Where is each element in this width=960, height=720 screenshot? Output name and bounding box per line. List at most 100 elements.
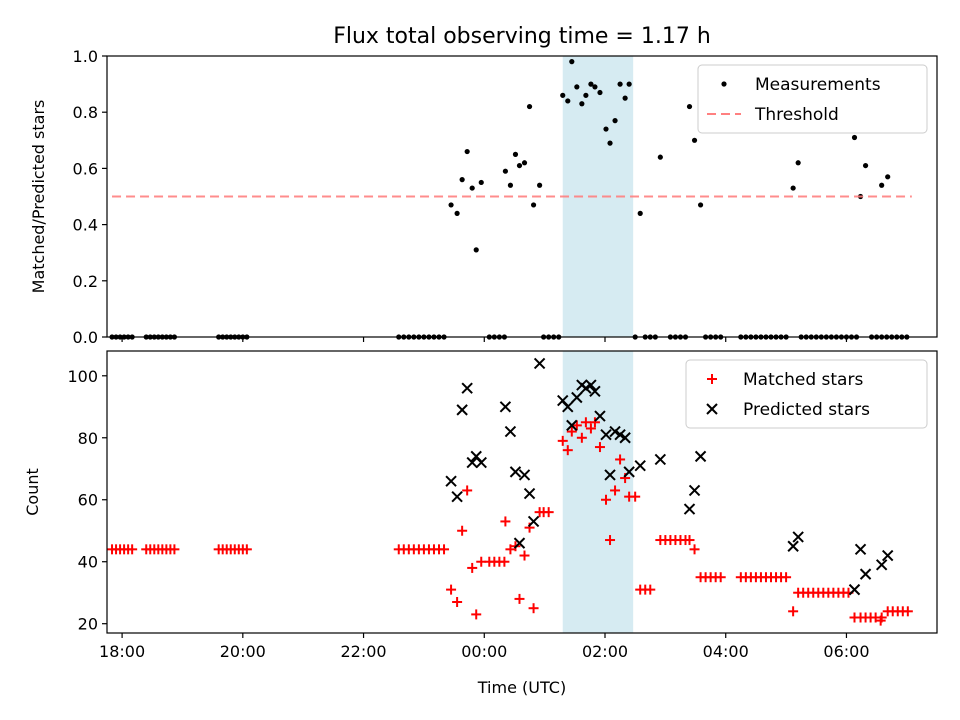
data-point	[609, 425, 621, 438]
data-point	[876, 612, 887, 623]
data-point	[579, 101, 585, 107]
data-point	[686, 103, 693, 110]
data-point	[594, 410, 606, 422]
axes-frame	[106, 350, 938, 634]
data-point	[464, 148, 470, 155]
data-point	[848, 583, 861, 596]
x-tick-label: 18:00	[99, 642, 145, 661]
series-matched-stars	[107, 417, 913, 626]
data-point	[516, 162, 523, 169]
data-point	[461, 382, 473, 394]
data-point	[499, 401, 512, 413]
data-point	[787, 540, 799, 552]
data-point	[507, 182, 514, 188]
data-point	[603, 126, 609, 132]
data-point	[562, 445, 573, 456]
data-point	[601, 494, 612, 505]
data-point	[519, 550, 530, 561]
data-point	[600, 428, 612, 441]
data-point	[127, 544, 138, 555]
data-point	[645, 584, 656, 595]
y-tick-label: 20	[78, 615, 98, 634]
data-point	[588, 81, 594, 87]
data-point	[454, 210, 460, 216]
y-tick-label: 0.8	[73, 103, 98, 122]
x-tick-label: 20:00	[220, 642, 266, 661]
highlight-span	[562, 351, 634, 633]
data-point	[523, 487, 536, 500]
data-point	[589, 385, 601, 397]
legend-box	[697, 64, 928, 134]
data-point	[557, 435, 568, 446]
y-axis-label: Count	[23, 468, 42, 516]
data-point	[592, 84, 598, 90]
data-point	[565, 98, 571, 104]
data-point	[467, 562, 478, 573]
data-point	[637, 210, 643, 216]
legend: Matched stars Predicted stars	[685, 359, 928, 429]
data-point	[854, 543, 867, 556]
y-tick-label: 0.2	[73, 272, 98, 291]
data-point	[851, 134, 858, 141]
data-point	[530, 202, 537, 208]
data-point	[691, 137, 698, 143]
data-point	[580, 382, 592, 394]
data-point	[689, 544, 700, 555]
data-point	[585, 423, 596, 434]
data-point	[518, 469, 531, 481]
data-point	[902, 606, 913, 617]
data-point	[459, 177, 465, 183]
data-point	[456, 404, 468, 416]
data-point	[684, 535, 695, 546]
data-point	[469, 185, 475, 191]
data-point	[657, 154, 663, 160]
data-point	[589, 417, 600, 428]
data-point	[571, 420, 582, 431]
data-point	[514, 593, 525, 604]
data-point	[862, 162, 869, 169]
data-point	[512, 151, 519, 157]
data-point	[875, 559, 888, 571]
data-point	[457, 525, 468, 536]
data-point	[466, 456, 478, 469]
data-point	[617, 81, 623, 87]
data-point	[576, 432, 587, 443]
y-tick-label: 1.0	[73, 47, 98, 66]
data-point	[504, 425, 517, 438]
data-point	[499, 556, 510, 567]
data-point	[521, 160, 528, 166]
data-point	[622, 95, 628, 101]
legend-label: Threshold	[754, 105, 839, 125]
data-point	[513, 537, 526, 549]
data-point	[543, 507, 554, 518]
data-point	[612, 118, 618, 124]
legend-label: Matched stars	[743, 370, 863, 390]
y-tick-label: 60	[78, 491, 98, 510]
data-point	[574, 84, 580, 90]
data-point	[790, 185, 796, 191]
data-point	[526, 103, 533, 110]
data-point	[473, 247, 479, 253]
legend-marker	[721, 81, 727, 87]
data-point	[630, 491, 641, 502]
x-tick-label: 22:00	[340, 642, 386, 661]
data-point	[452, 597, 463, 608]
data-point	[471, 609, 482, 620]
data-point	[583, 92, 589, 98]
data-point	[859, 568, 872, 580]
data-point	[688, 484, 701, 497]
data-point	[634, 459, 646, 472]
data-point	[604, 469, 616, 481]
data-point	[571, 391, 583, 404]
y-tick-label: 80	[78, 429, 98, 448]
data-point	[566, 419, 578, 432]
data-point	[781, 572, 792, 583]
data-point	[502, 168, 508, 174]
y-tick-label: 0.4	[73, 216, 98, 235]
x-tick-label: 00:00	[461, 642, 507, 661]
data-point	[478, 179, 484, 186]
data-point	[594, 442, 605, 453]
data-point	[537, 182, 543, 188]
data-point	[619, 432, 631, 444]
